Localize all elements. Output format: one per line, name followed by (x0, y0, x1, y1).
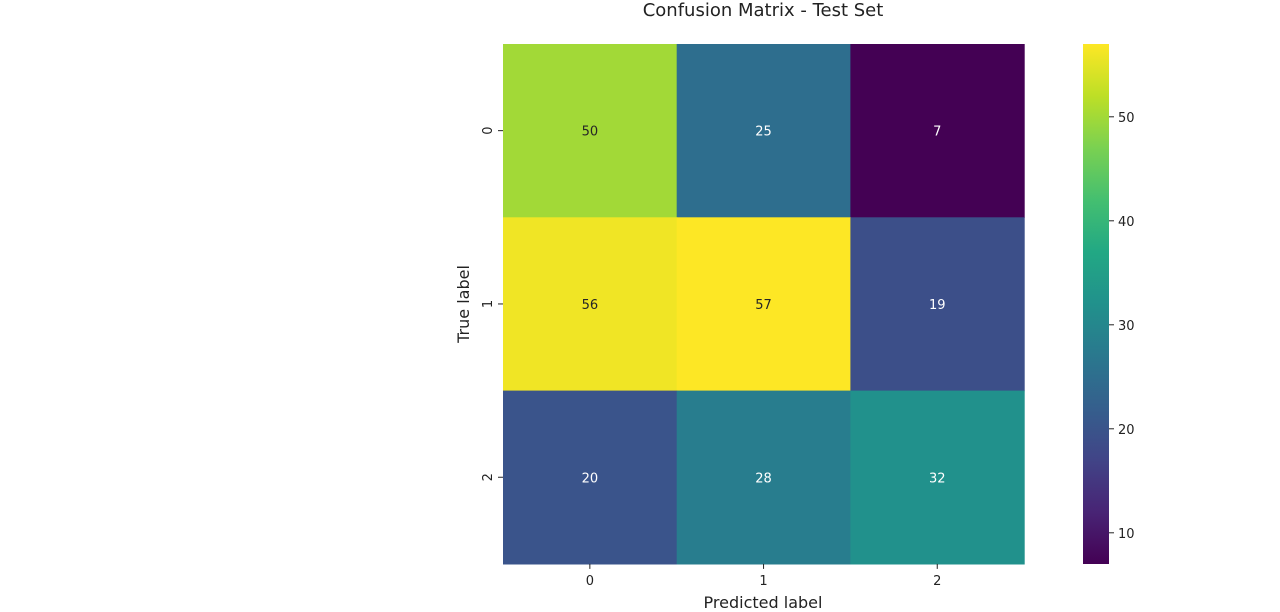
heatmap-cell-1-0 (503, 217, 678, 392)
y-axis-label: True label (454, 265, 473, 344)
heatmap-cell-0-1 (676, 44, 851, 218)
y-tick-label: 2 (481, 473, 496, 481)
heatmap-cell-1-1 (676, 217, 851, 392)
heatmap-cell-0-0 (503, 44, 678, 218)
cell-value-2-2: 32 (929, 471, 946, 486)
heatmap-cell-labels: 50 25 7 56 57 19 20 28 32 (582, 125, 946, 487)
chart-title: Confusion Matrix - Test Set (643, 0, 884, 21)
heatmap-cell-0-2 (850, 44, 1025, 218)
x-tick-label: 0 (586, 574, 594, 589)
colorbar (1083, 44, 1109, 564)
cell-value-0-1: 25 (755, 125, 772, 140)
heatmap-cell-2-1 (676, 390, 851, 565)
x-tick-label: 2 (933, 574, 941, 589)
cell-value-1-1: 57 (755, 298, 772, 313)
cell-value-1-0: 56 (582, 298, 599, 313)
y-tick-label: 0 (481, 127, 496, 135)
y-tick-label: 1 (481, 300, 496, 308)
colorbar-tick-label: 50 (1118, 111, 1135, 126)
x-tick-label: 1 (759, 574, 767, 589)
y-axis-ticks: 0 1 2 (481, 127, 503, 481)
colorbar-tick-label: 30 (1118, 319, 1135, 334)
x-axis-ticks: 0 1 2 (586, 563, 941, 589)
colorbar-ticks: 10 20 30 40 50 (1109, 111, 1135, 542)
cell-value-2-0: 20 (582, 471, 599, 486)
cell-value-1-2: 19 (929, 298, 946, 313)
heatmap-cell-2-0 (503, 390, 678, 565)
colorbar-tick-label: 20 (1118, 423, 1135, 438)
heatmap-cells (503, 44, 1025, 565)
cell-value-0-0: 50 (582, 125, 599, 140)
heatmap-cell-1-2 (850, 217, 1025, 392)
cell-value-2-1: 28 (755, 471, 772, 486)
colorbar-tick-label: 10 (1118, 527, 1135, 542)
colorbar-tick-label: 40 (1118, 215, 1135, 230)
heatmap-cell-2-2 (850, 390, 1025, 565)
x-axis-label: Predicted label (704, 593, 823, 612)
cell-value-0-2: 7 (933, 125, 941, 140)
